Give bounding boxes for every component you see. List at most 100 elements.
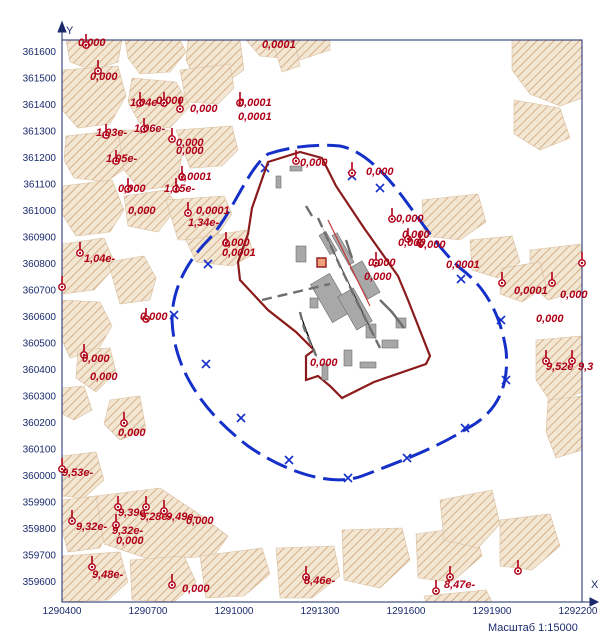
calculation-points bbox=[58, 34, 586, 595]
value-labels: 0,0000,0001,04e- 0,0000,000 0,00010,00011,… bbox=[62, 37, 593, 595]
calculation-point-marker bbox=[542, 350, 550, 365]
concentration-value-label: 0,000 bbox=[368, 257, 396, 269]
calculation-point-marker bbox=[172, 178, 180, 193]
concentration-value-label: 0,000 bbox=[78, 37, 106, 49]
concentration-value-label: 0,0001 bbox=[238, 97, 272, 109]
concentration-value-label: 0,000 bbox=[364, 271, 392, 283]
y-tick-label: 360200 bbox=[23, 418, 57, 429]
facility-road bbox=[327, 219, 371, 307]
calculation-point-marker bbox=[568, 350, 576, 365]
y-tick-label: 361100 bbox=[23, 180, 56, 191]
concentration-value-label: 0,000 bbox=[300, 157, 328, 169]
x-tick-label: 1292200 bbox=[559, 606, 598, 617]
concentration-value-label: 0,000 bbox=[418, 239, 446, 251]
calculation-point-marker bbox=[514, 560, 522, 575]
concentration-value-label: 0,000 bbox=[402, 229, 430, 241]
concentration-value-label: 0,000 bbox=[176, 137, 204, 149]
calculation-point-marker bbox=[176, 98, 184, 113]
y-tick-label: 360600 bbox=[23, 312, 57, 323]
concentration-value-label: 0,000 bbox=[536, 313, 564, 325]
terrain-layer bbox=[61, 39, 583, 603]
calculation-point-marker bbox=[82, 34, 90, 49]
concentration-value-label: 0,000 bbox=[140, 311, 168, 323]
calculation-point-marker bbox=[124, 178, 132, 193]
calculation-point-marker bbox=[446, 566, 454, 581]
concentration-value-label: 9,53e- bbox=[62, 467, 94, 479]
concentration-value-label: 0,0001 bbox=[222, 247, 256, 259]
concentration-value-label: 1,06e- bbox=[134, 123, 166, 135]
x-axis-label: X bbox=[591, 579, 599, 591]
concentration-value-label: 9,52e bbox=[546, 361, 574, 373]
x-tick-label: 1291000 bbox=[215, 606, 254, 617]
calculation-point-marker bbox=[142, 496, 150, 511]
x-tick-label: 1291600 bbox=[387, 606, 426, 617]
concentration-value-label: 0,0001 bbox=[238, 111, 272, 123]
site-boundary bbox=[236, 150, 432, 400]
y-tick-label: 360500 bbox=[23, 339, 57, 350]
x-tick-label: 1291300 bbox=[301, 606, 340, 617]
calculation-point-marker bbox=[178, 166, 186, 181]
calculation-point-marker bbox=[168, 128, 176, 143]
calculation-point-marker bbox=[140, 118, 148, 133]
concentration-value-label: 9,39e- bbox=[118, 507, 150, 519]
concentration-value-label: 0,000 bbox=[396, 213, 424, 225]
y-tick-label: 361000 bbox=[23, 206, 57, 217]
facility-buildings bbox=[275, 165, 407, 381]
calculation-point-marker bbox=[548, 272, 556, 287]
calculation-point-marker bbox=[88, 556, 96, 571]
y-tick-label: 361300 bbox=[23, 127, 57, 138]
calculation-point-marker bbox=[498, 272, 506, 287]
calculation-point-marker bbox=[114, 496, 122, 511]
y-tick-labels: 361600 361500 361400 361300 361200 361100 3610… bbox=[23, 47, 57, 588]
axes bbox=[57, 20, 600, 607]
calculation-point-marker bbox=[120, 412, 128, 427]
calculation-point-marker bbox=[168, 574, 176, 589]
concentration-value-label: 1,05e- bbox=[106, 153, 138, 165]
concentration-value-label: 1,04e- bbox=[84, 253, 116, 265]
concentration-value-label: 0,000 bbox=[82, 353, 110, 365]
calculation-point-marker bbox=[302, 566, 310, 581]
y-tick-label: 360400 bbox=[23, 365, 57, 376]
y-tick-label: 361200 bbox=[23, 153, 57, 164]
concentration-value-label: 9,49e- bbox=[166, 511, 198, 523]
calculation-point-marker bbox=[76, 242, 84, 257]
concentration-value-label: 1,15e- bbox=[164, 183, 196, 195]
calculation-point-marker bbox=[388, 208, 396, 223]
calculation-point-marker bbox=[292, 150, 300, 165]
calculation-point-marker bbox=[348, 162, 356, 177]
y-tick-label: 361600 bbox=[23, 47, 57, 58]
x-tick-labels: 1290400 1290700 1291000 1291300 1291600 12919… bbox=[43, 606, 598, 617]
concentration-value-label: 0,000 bbox=[128, 205, 156, 217]
concentration-value-label: 0,000 bbox=[186, 515, 214, 527]
facility-lines bbox=[261, 205, 405, 361]
calculation-point-marker bbox=[578, 252, 586, 267]
concentration-value-label: 9,28e- bbox=[140, 511, 172, 523]
calculation-point-marker bbox=[68, 510, 76, 525]
y-tick-label: 360800 bbox=[23, 259, 57, 270]
calculation-point-marker bbox=[102, 124, 110, 139]
calculation-point-marker bbox=[136, 92, 144, 107]
concentration-value-label: 0,0001 bbox=[178, 171, 212, 183]
y-tick-label: 359800 bbox=[23, 524, 57, 535]
calculation-point-marker bbox=[432, 580, 440, 595]
concentration-value-label: 0,0001 bbox=[262, 39, 296, 51]
concentration-value-label: 1,04e- bbox=[130, 97, 162, 109]
concentration-value-label: 0,000 bbox=[222, 237, 250, 249]
calculation-point-marker bbox=[142, 308, 150, 323]
concentration-value-label: 9,3 bbox=[578, 361, 593, 373]
concentration-value-label: 0,0001 bbox=[514, 285, 548, 297]
y-tick-label: 361500 bbox=[23, 74, 57, 85]
y-tick-label: 360000 bbox=[23, 471, 57, 482]
concentration-value-label: 8,47e- bbox=[444, 579, 476, 591]
concentration-value-label: 0,000 bbox=[190, 103, 218, 115]
calculation-point-marker bbox=[112, 150, 120, 165]
calculation-point-marker bbox=[160, 500, 168, 515]
y-tick-label: 361400 bbox=[23, 100, 57, 111]
calculation-point-marker bbox=[404, 228, 412, 243]
calculation-point-marker bbox=[112, 514, 120, 529]
y-tick-label: 359900 bbox=[23, 498, 57, 509]
concentration-value-label: 0,000 bbox=[366, 166, 394, 178]
y-axis-label: Y bbox=[66, 25, 74, 37]
concentration-value-label: 1,03e- bbox=[96, 127, 128, 139]
